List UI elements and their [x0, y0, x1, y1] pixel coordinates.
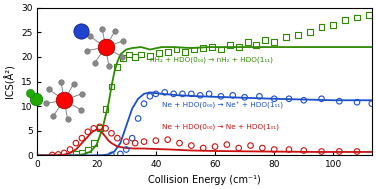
Point: [307, 31, 313, 34]
Point: [91, 142, 97, 145]
Point: [85, 130, 91, 133]
Point: [132, 55, 138, 58]
Point: [114, 65, 120, 68]
Point: [242, 96, 248, 99]
Point: [286, 97, 292, 100]
Point: [108, 132, 114, 135]
Point: [91, 127, 97, 130]
Point: [318, 26, 324, 29]
Point: [114, 137, 120, 140]
Point: [188, 144, 194, 147]
Point: [138, 53, 144, 56]
Point: [108, 153, 114, 156]
Point: [318, 97, 324, 100]
Point: [182, 50, 188, 53]
Point: [342, 19, 348, 22]
Point: [135, 117, 141, 120]
Point: [369, 102, 375, 105]
Point: [188, 92, 194, 95]
Point: [132, 142, 138, 145]
Point: [120, 56, 126, 59]
Point: [271, 41, 277, 44]
Point: [73, 152, 79, 155]
Point: [191, 48, 197, 51]
Point: [156, 51, 162, 54]
Point: [147, 95, 153, 98]
Point: [141, 102, 147, 105]
Point: [253, 43, 259, 46]
Point: [236, 46, 242, 49]
Point: [247, 144, 253, 147]
Point: [176, 142, 182, 145]
Point: [295, 33, 301, 36]
Point: [366, 14, 372, 17]
Point: [97, 125, 103, 128]
Point: [117, 152, 123, 155]
Point: [97, 127, 103, 130]
Point: [67, 148, 73, 151]
Point: [318, 150, 324, 153]
Point: [141, 140, 147, 143]
Point: [103, 127, 109, 130]
Point: [230, 94, 236, 97]
Point: [123, 148, 129, 151]
Point: [126, 53, 132, 56]
Point: [162, 91, 168, 94]
Point: [354, 150, 360, 153]
Point: [153, 92, 159, 95]
Point: [79, 151, 85, 154]
Point: [354, 16, 360, 19]
Point: [165, 138, 171, 141]
Point: [200, 46, 206, 50]
Point: [286, 148, 292, 151]
Point: [283, 36, 289, 39]
Point: [212, 145, 218, 148]
Point: [153, 139, 159, 142]
Point: [271, 97, 277, 100]
Point: [179, 92, 185, 95]
Y-axis label: ICS(Å²): ICS(Å²): [4, 65, 15, 98]
Point: [108, 85, 114, 88]
Point: [354, 101, 360, 104]
Point: [244, 41, 250, 44]
Point: [206, 92, 212, 95]
Text: Ne + HDO(0₀₀) → Ne⁺ + HDO(1₁₁): Ne + HDO(0₀₀) → Ne⁺ + HDO(1₁₁): [162, 101, 283, 109]
Point: [331, 23, 337, 26]
Point: [197, 94, 203, 97]
Point: [79, 137, 85, 140]
Point: [209, 46, 215, 49]
Point: [262, 38, 268, 41]
Point: [103, 107, 109, 110]
Point: [49, 153, 55, 156]
Point: [336, 150, 342, 153]
Point: [123, 140, 129, 143]
Point: [61, 151, 67, 154]
Point: [165, 50, 171, 53]
Point: [147, 54, 153, 57]
Point: [224, 143, 230, 146]
Point: [236, 146, 242, 149]
Point: [171, 92, 177, 95]
Point: [200, 146, 206, 149]
Point: [301, 149, 307, 152]
Text: Ne + HDO(0₀₀) → Ne + HDO(1₀₁): Ne + HDO(0₀₀) → Ne + HDO(1₀₁): [162, 124, 279, 130]
Point: [174, 48, 180, 51]
Point: [73, 142, 79, 145]
Point: [55, 153, 61, 156]
Point: [271, 148, 277, 151]
Point: [218, 95, 224, 98]
Point: [256, 95, 262, 98]
Point: [301, 99, 307, 102]
Point: [218, 48, 224, 51]
Point: [85, 148, 91, 151]
Point: [227, 43, 233, 46]
Point: [129, 137, 135, 140]
Point: [259, 146, 265, 149]
Point: [336, 100, 342, 103]
X-axis label: Collision Energy (cm⁻¹): Collision Energy (cm⁻¹): [148, 175, 261, 185]
Text: nH₂ + HDO(0₀₀) → nH₂ + HDO(1₁₁): nH₂ + HDO(0₀₀) → nH₂ + HDO(1₁₁): [150, 56, 273, 63]
